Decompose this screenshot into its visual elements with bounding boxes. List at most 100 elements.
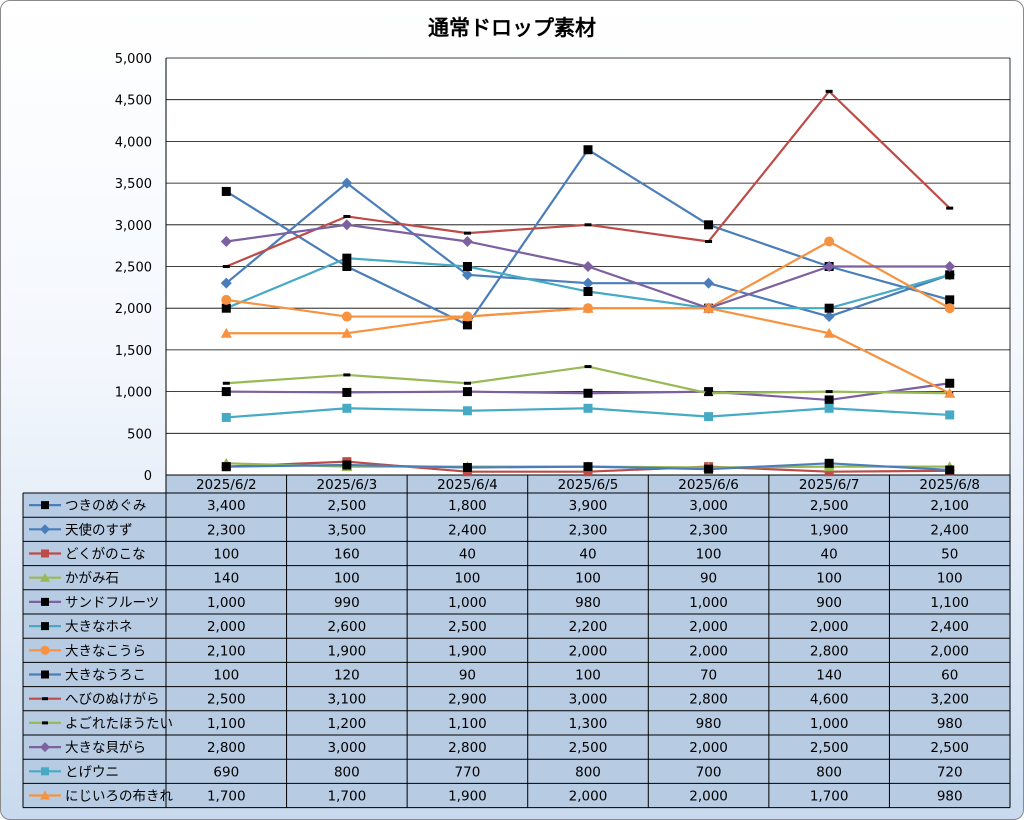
series-group xyxy=(220,302,956,398)
data-point xyxy=(341,311,352,322)
table-cell-value: 2,200 xyxy=(569,619,608,635)
table-cell-value: 100 xyxy=(696,547,722,563)
legend-key xyxy=(29,597,61,606)
table-cell-value: 2,000 xyxy=(689,619,728,635)
data-point xyxy=(341,177,353,189)
data-point xyxy=(823,327,835,338)
table-cell-value: 2,400 xyxy=(930,522,969,538)
y-tick-label: 1,500 xyxy=(115,344,152,359)
data-point xyxy=(824,467,834,477)
legend-key xyxy=(29,572,61,582)
legend-key xyxy=(29,622,61,631)
series-name: 大きなこうら xyxy=(65,643,146,659)
data-point xyxy=(463,231,471,235)
table-header-bg xyxy=(166,475,1010,493)
data-point xyxy=(342,253,352,263)
legend-key xyxy=(29,549,61,558)
table-cell-value: 700 xyxy=(696,764,722,780)
table-cell-value: 2,800 xyxy=(207,740,246,756)
series-name: にじいろの布きれ xyxy=(65,789,173,805)
data-point xyxy=(462,387,472,397)
data-point xyxy=(944,303,955,314)
y-tick-label: 2,000 xyxy=(115,302,152,317)
data-point xyxy=(582,277,594,289)
legend-marker xyxy=(40,524,50,535)
data-point xyxy=(221,303,231,313)
table-cell-value: 2,500 xyxy=(207,692,246,708)
data-point xyxy=(220,235,232,247)
data-point xyxy=(705,239,713,243)
table-cell-value: 980 xyxy=(937,789,963,805)
legend-marker xyxy=(42,721,48,725)
legend-marker xyxy=(41,767,49,776)
data-point xyxy=(462,406,472,416)
series-name: かがみ石 xyxy=(65,571,119,587)
legend-marker xyxy=(41,501,49,510)
table-cell-value: 2,000 xyxy=(207,619,246,635)
table-cell-value: 1,100 xyxy=(448,716,487,732)
table-cell-value: 100 xyxy=(937,571,963,587)
table-cell-value: 1,000 xyxy=(207,595,246,611)
data-point xyxy=(583,467,593,477)
data-point xyxy=(582,261,594,272)
table-cell-value: 1,100 xyxy=(930,595,969,611)
table-cell-value: 1,700 xyxy=(810,789,849,805)
legend-marker xyxy=(41,597,49,606)
data-point xyxy=(704,387,714,397)
table-cell-value: 2,000 xyxy=(689,643,728,659)
legend-marker xyxy=(41,549,49,558)
series-group xyxy=(222,89,954,268)
table-cell-value: 1,900 xyxy=(810,522,849,538)
data-point xyxy=(945,465,955,475)
table-cell-value: 100 xyxy=(455,571,481,587)
legend-marker xyxy=(40,790,50,800)
series-name: 大きな貝がら xyxy=(65,740,146,756)
data-point xyxy=(823,311,835,323)
table-cell-value: 2,100 xyxy=(207,643,246,659)
data-point xyxy=(462,262,472,271)
data-point xyxy=(222,265,230,268)
x-category-label: 2025/6/6 xyxy=(678,477,739,493)
table-cell-value: 90 xyxy=(459,668,476,684)
table-cell-value: 120 xyxy=(334,668,360,684)
x-category-label: 2025/6/2 xyxy=(196,477,257,493)
table-cell-value: 900 xyxy=(816,595,842,611)
legend-marker xyxy=(42,697,48,701)
table-cell-value: 40 xyxy=(459,547,476,563)
data-point xyxy=(825,89,833,93)
table-cell-value: 690 xyxy=(213,764,239,780)
series-group xyxy=(221,378,955,405)
table-cell-value: 100 xyxy=(213,668,239,684)
table-cell-value: 2,000 xyxy=(569,643,608,659)
table-cell-value: 2,500 xyxy=(328,498,367,514)
data-point xyxy=(945,295,955,305)
legend-key xyxy=(29,790,61,800)
x-category-label: 2025/6/8 xyxy=(919,477,980,493)
table-cell-value: 2,000 xyxy=(689,789,728,805)
series-group xyxy=(221,458,955,475)
series-name: とげウニ xyxy=(65,764,119,780)
data-point xyxy=(944,387,956,398)
y-tick-label: 4,000 xyxy=(115,135,152,150)
table-cell-value: 2,000 xyxy=(930,643,969,659)
table-body-bg xyxy=(23,493,1010,808)
table-cell-value: 2,000 xyxy=(810,619,849,635)
series-name: 大きなホネ xyxy=(65,619,133,635)
data-point xyxy=(703,302,715,313)
series-group xyxy=(221,403,955,422)
table-cell-value: 2,300 xyxy=(207,522,246,538)
y-tick-label: 5,000 xyxy=(115,52,152,67)
table-cell-value: 140 xyxy=(816,668,842,684)
y-tick-label: 500 xyxy=(127,427,152,442)
data-point xyxy=(824,236,835,247)
table-cell-value: 2,500 xyxy=(569,740,608,756)
table-cell-value: 2,500 xyxy=(810,740,849,756)
table-cell-value: 90 xyxy=(700,571,717,587)
legend-key xyxy=(29,501,61,510)
data-point xyxy=(583,403,593,413)
data-point xyxy=(704,412,714,422)
data-point xyxy=(461,269,473,281)
x-category-label: 2025/6/4 xyxy=(437,477,498,493)
legend-key xyxy=(29,742,61,753)
legend-marker xyxy=(41,622,49,631)
